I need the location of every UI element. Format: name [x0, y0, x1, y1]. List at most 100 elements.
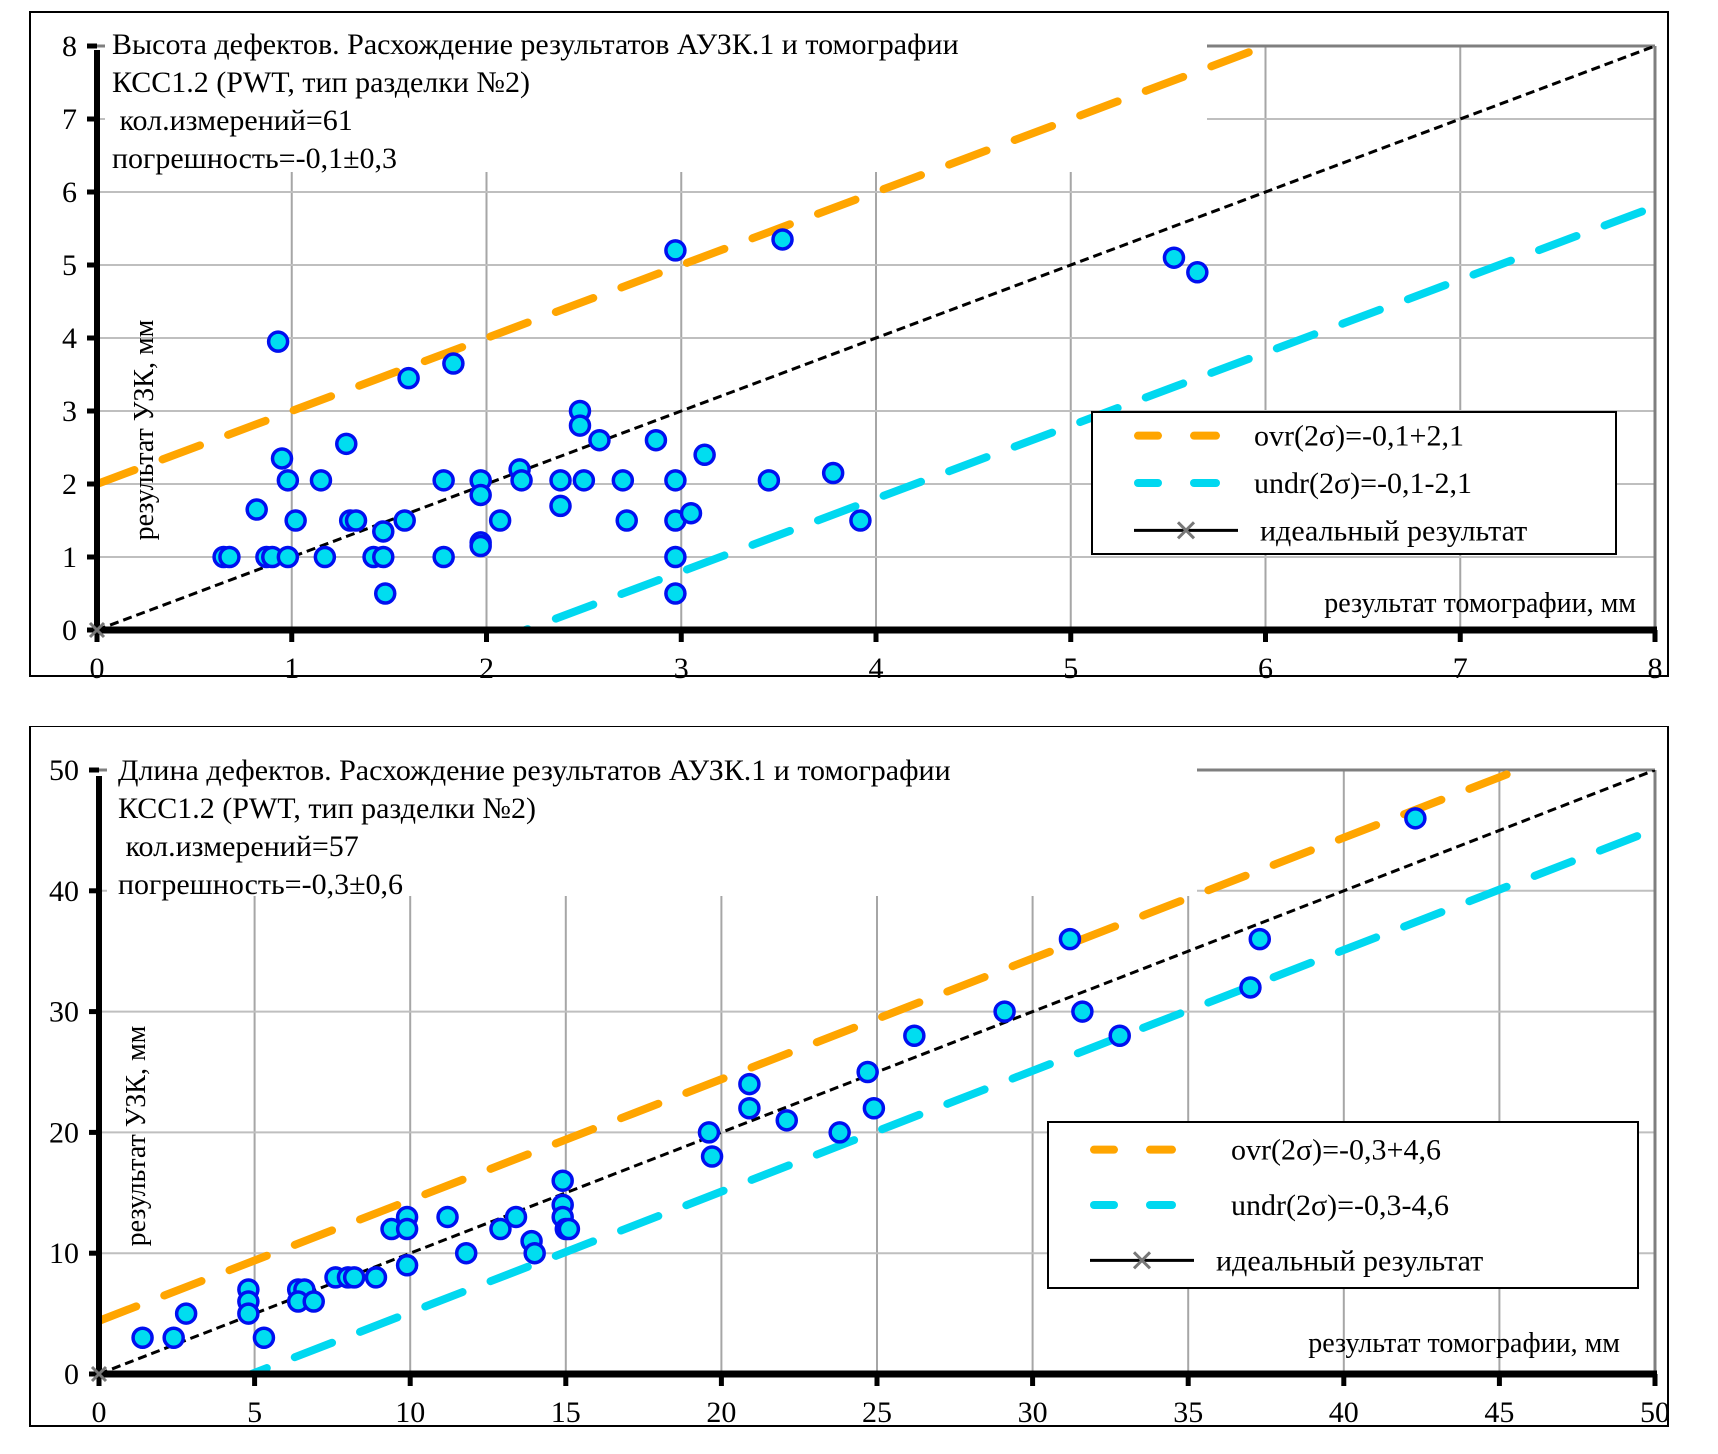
data-point	[469, 483, 492, 507]
y-tick-label: 7	[62, 103, 77, 136]
title-backdrop	[107, 740, 1197, 896]
data-point	[174, 1302, 198, 1325]
data-point	[644, 428, 668, 452]
data-point	[270, 447, 294, 470]
x-tick-label: 2	[479, 652, 494, 685]
x-tick-label: 15	[551, 1396, 581, 1429]
data-point	[738, 1072, 761, 1096]
x-tick-label: 40	[1329, 1396, 1359, 1429]
data-point	[775, 1109, 799, 1132]
y-tick-label: 8	[62, 30, 77, 63]
data-point	[372, 520, 395, 543]
data-point	[1108, 1024, 1131, 1048]
chart-title-line: Длина дефектов. Расхождение результатов …	[118, 754, 951, 787]
x-tick-label: 10	[395, 1396, 425, 1429]
data-point	[131, 1326, 154, 1350]
legend-label: undr(2σ)=-0,3-4,6	[1231, 1189, 1449, 1222]
data-point	[572, 469, 596, 492]
y-axis-label: результат УЗК, мм	[121, 1025, 152, 1246]
data-point	[397, 366, 420, 390]
height-chart-panel: Высота дефектов. Расхождение результатов…	[0, 0, 1718, 700]
y-axis-label: результат УЗК, мм	[129, 319, 160, 540]
data-point	[1186, 261, 1209, 284]
data-point	[856, 1060, 879, 1084]
data-point	[364, 1266, 388, 1289]
title-backdrop	[105, 16, 1207, 172]
data-point	[393, 509, 416, 532]
x-tick-label: 20	[706, 1396, 736, 1429]
x-tick-label: 5	[247, 1396, 262, 1429]
x-tick-label: 3	[674, 652, 689, 685]
data-point	[1248, 927, 1272, 951]
y-tick-label: 0	[64, 1358, 79, 1391]
x-tick-label: 7	[1453, 652, 1468, 685]
data-point	[284, 509, 307, 532]
data-point	[442, 352, 465, 375]
data-point	[302, 1290, 325, 1313]
data-point	[469, 534, 492, 558]
data-point	[218, 545, 241, 569]
data-point	[488, 509, 512, 532]
data-point	[738, 1096, 761, 1120]
data-point	[757, 469, 781, 492]
data-point	[373, 582, 397, 605]
x-tick-label: 50	[1640, 1396, 1670, 1429]
length-chart: Длина дефектов. Расхождение результатов …	[29, 726, 1670, 1429]
data-point	[266, 330, 290, 353]
chart-title-line: Высота дефектов. Расхождение результатов…	[112, 28, 959, 61]
chart-frame	[29, 11, 1669, 677]
origin-x-marker	[88, 621, 106, 639]
data-point	[454, 1241, 478, 1265]
length-chart-panel: Длина дефектов. Расхождение результатов …	[0, 726, 1718, 1454]
ideal-line	[97, 46, 1655, 630]
data-point	[309, 469, 333, 492]
data-point	[436, 1205, 459, 1229]
data-point	[664, 582, 687, 605]
y-tick-label: 50	[49, 754, 79, 787]
x-axis-label: результат томографии, мм	[1324, 588, 1636, 619]
ovr-line	[97, 46, 1277, 488]
data-point	[551, 1169, 574, 1192]
data-point	[664, 469, 687, 492]
x-tick-label: 0	[90, 652, 105, 685]
y-tick-label: 40	[49, 875, 79, 908]
y-tick-label: 20	[49, 1116, 79, 1149]
x-tick-label: 30	[1018, 1396, 1048, 1429]
data-point	[162, 1326, 185, 1350]
legend-label: ovr(2σ)=-0,1+2,1	[1254, 420, 1464, 453]
data-point	[771, 228, 794, 251]
x-tick-label: 1	[284, 652, 299, 685]
legend-x-marker	[1132, 1251, 1152, 1270]
data-point	[611, 469, 635, 492]
x-tick-label: 25	[862, 1396, 892, 1429]
y-tick-label: 0	[62, 614, 77, 647]
data-point	[245, 498, 268, 521]
chart-title-line: кол.измерений=57	[118, 830, 359, 863]
y-tick-label: 5	[62, 249, 77, 282]
x-tick-label: 0	[92, 1396, 107, 1429]
undr-line	[240, 825, 1655, 1374]
data-point	[252, 1326, 276, 1350]
data-point	[679, 501, 703, 525]
data-point	[849, 509, 872, 532]
data-point	[664, 545, 687, 569]
data-point	[862, 1096, 886, 1120]
legend-label: идеальный результат	[1216, 1244, 1483, 1277]
x-tick-label: 4	[869, 652, 884, 685]
data-point	[588, 428, 611, 452]
y-tick-label: 2	[62, 468, 77, 501]
x-tick-label: 6	[1258, 652, 1273, 685]
chart-title-line: погрешность=-0,1±0,3	[112, 142, 397, 175]
data-point	[993, 1000, 1016, 1023]
data-point	[432, 545, 455, 569]
data-point	[557, 1217, 581, 1241]
data-point	[549, 469, 572, 492]
x-tick-label: 8	[1648, 652, 1663, 685]
data-point	[395, 1254, 419, 1277]
origin-x-marker	[90, 1365, 108, 1383]
data-point	[504, 1205, 528, 1229]
data-point	[276, 545, 300, 569]
data-point	[697, 1121, 721, 1144]
y-tick-label: 1	[62, 541, 77, 574]
legend-label: undr(2σ)=-0,1-2,1	[1254, 467, 1472, 500]
